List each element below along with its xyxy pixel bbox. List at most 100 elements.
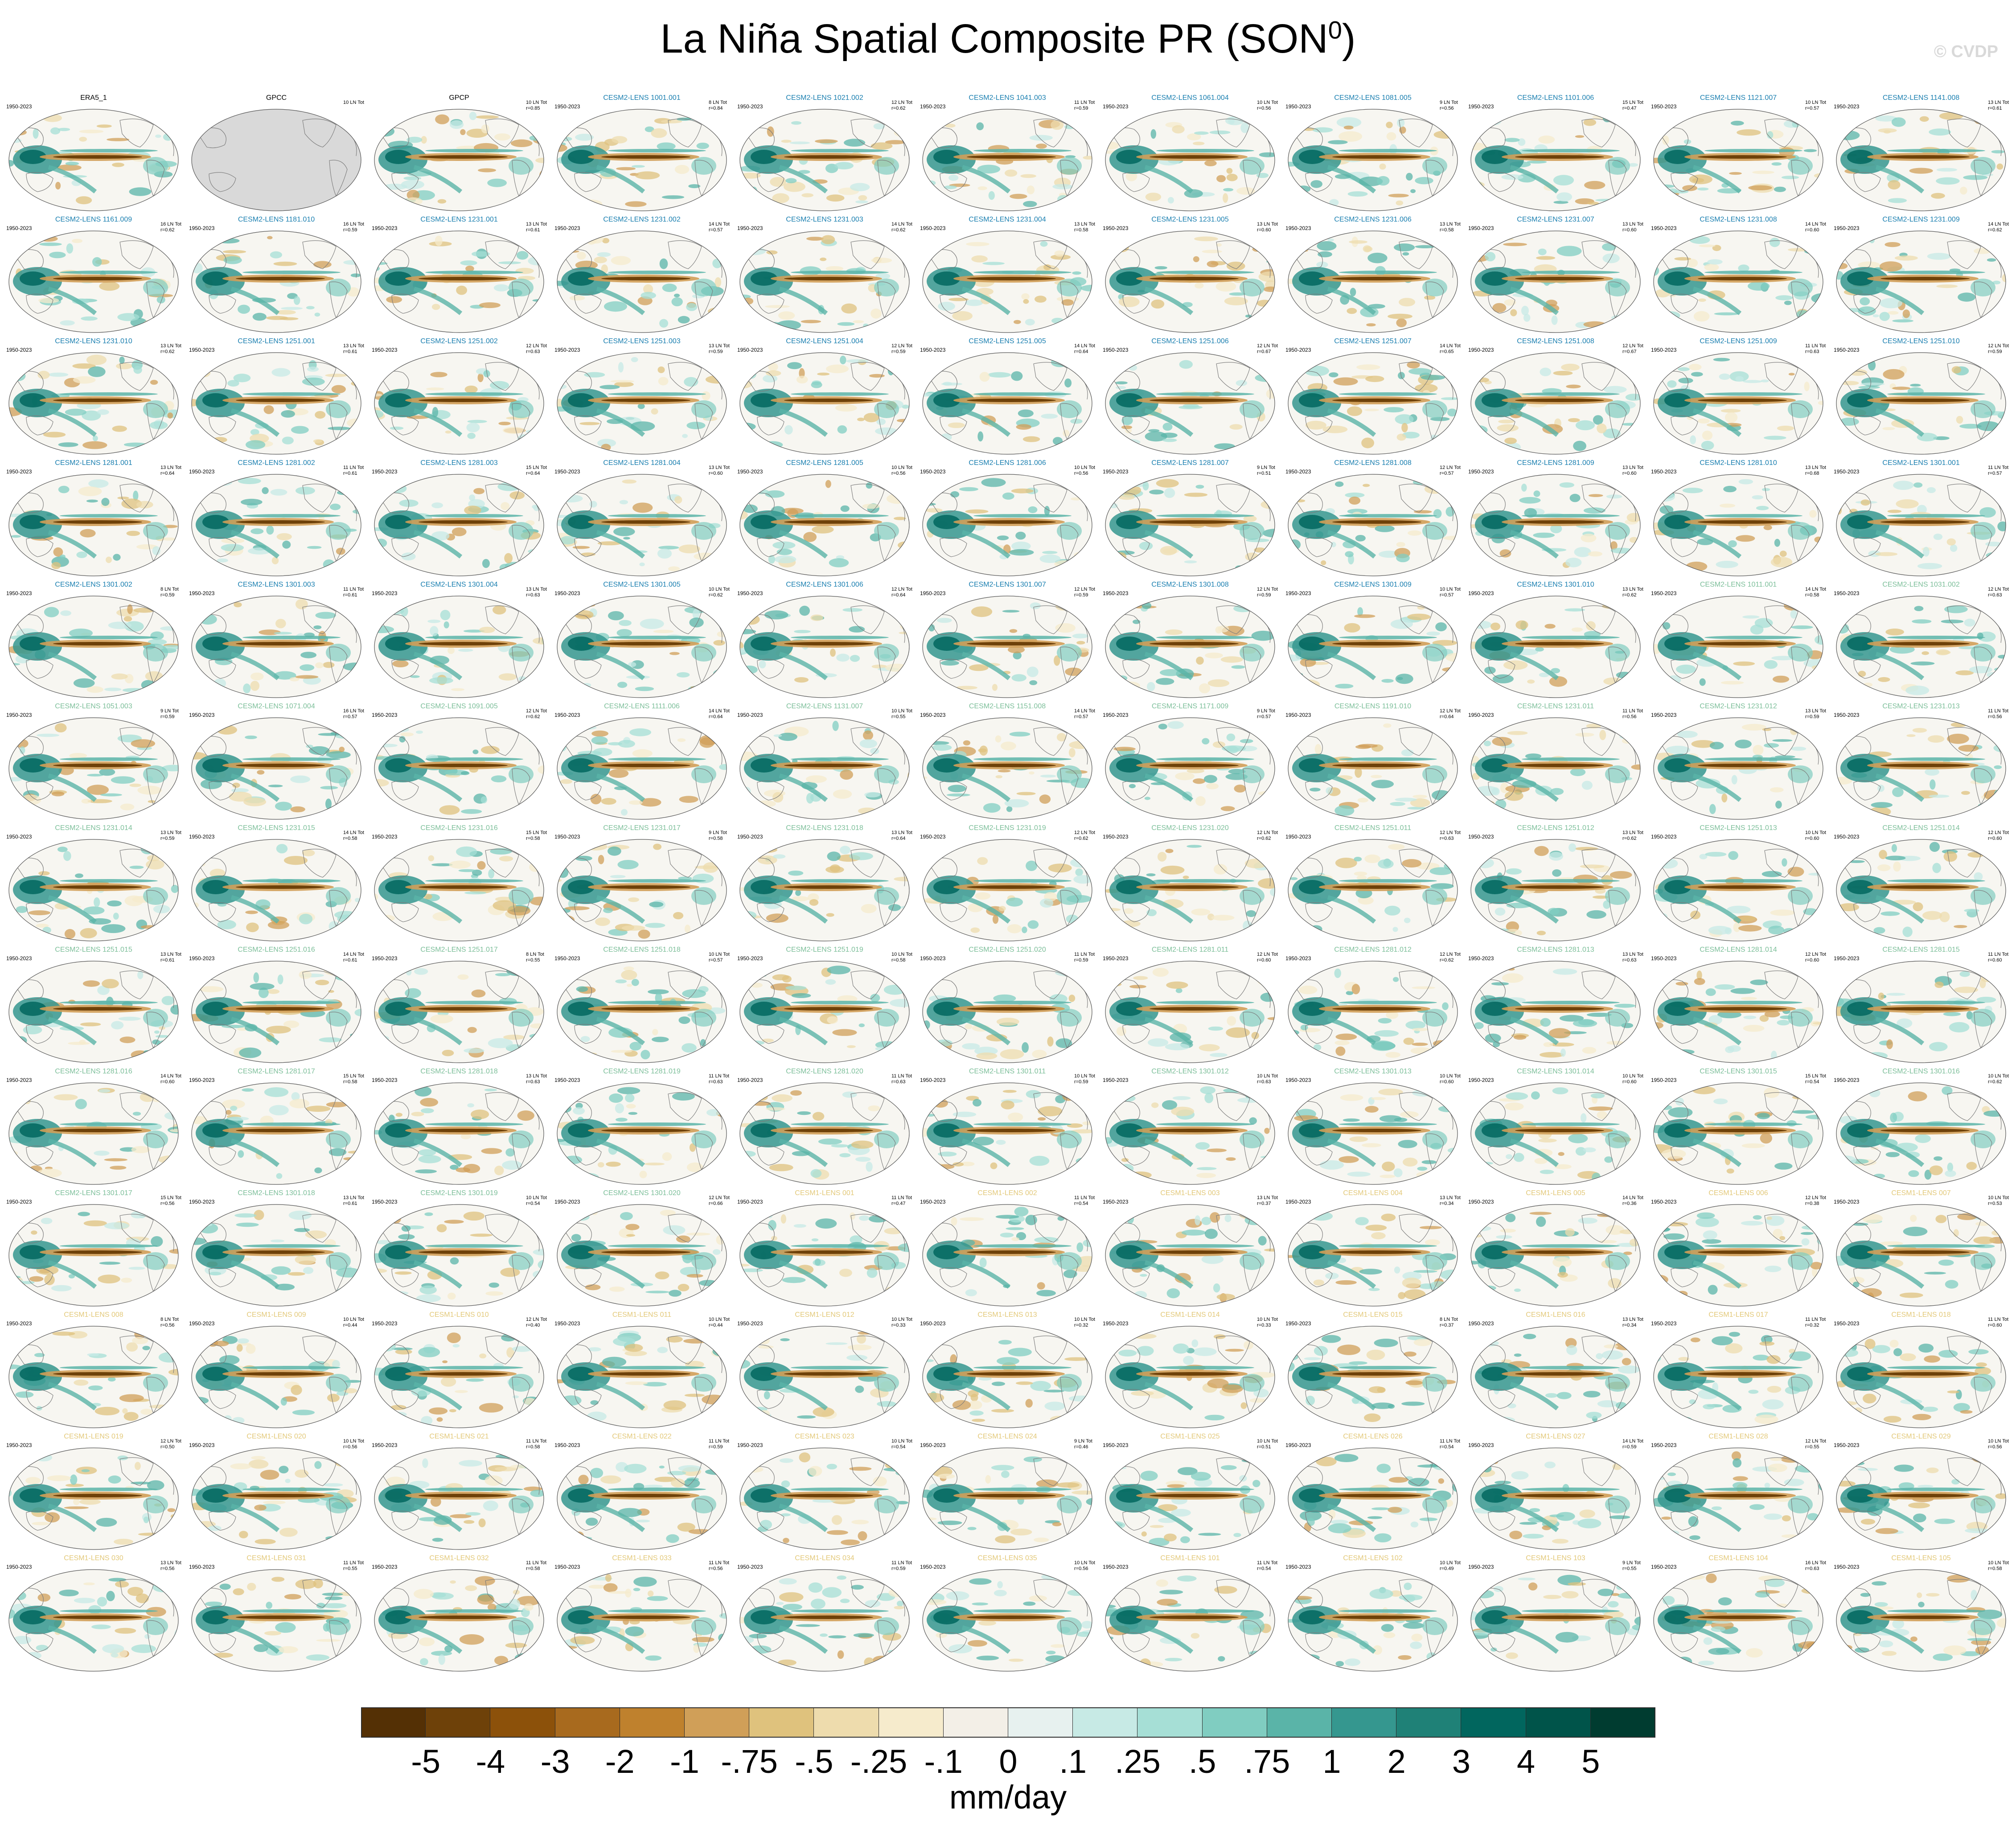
composite-map: [1836, 1326, 2006, 1428]
panel-title: CESM2-LENS 1301.002: [55, 581, 132, 588]
panel-stats: 8 LN Tot r=0.37: [1440, 1317, 1461, 1328]
panel-pattern-correlation: r=0.62: [160, 227, 175, 233]
panel-event-count: 8 LN Tot: [709, 100, 727, 105]
panel-stats: 10 LN Tot r=0.44: [343, 1317, 365, 1328]
panel-pattern-correlation: r=0.63: [1622, 958, 1637, 963]
map-field: [557, 839, 727, 941]
panel-period: 1950-2023: [737, 955, 763, 962]
panel-event-count: 12 LN Tot: [1257, 343, 1278, 349]
panel-stats: 10 LN Tot r=0.56: [343, 1439, 365, 1450]
colorbar-swatch: [1202, 1707, 1267, 1738]
composite-map: [1288, 230, 1458, 333]
composite-map: [922, 839, 1092, 941]
panel-period: 1950-2023: [1468, 955, 1494, 962]
panel-period: 1950-2023: [920, 1320, 946, 1327]
panel-period: 1950-2023: [1834, 712, 1860, 718]
panel-event-count: 11 LN Tot: [1988, 952, 2009, 957]
panel-stats: 13 LN Tot r=0.60: [1622, 465, 1644, 477]
panel-pattern-correlation: r=0.58: [1440, 227, 1454, 233]
panel-period: 1950-2023: [737, 1320, 763, 1327]
map-panel: CESM2-LENS 1251.019 1950-2023 10 LN Tot r=0…: [735, 945, 914, 1067]
map-panel: CESM2-LENS 1301.004 1950-2023 13 LN Tot r=0…: [370, 580, 548, 702]
map-panel: CESM2-LENS 1111.006 1950-2023 14 LN Tot r=0…: [553, 702, 731, 823]
panel-pattern-correlation: r=0.57: [1257, 714, 1271, 719]
map-panel: CESM1-LENS 011 1950-2023 10 LN Tot r=0.44: [553, 1311, 731, 1432]
map-field: [9, 474, 178, 576]
panel-pattern-correlation: r=0.57: [709, 958, 723, 963]
panel-event-count: 10 LN Tot: [526, 1195, 547, 1200]
map-field: [9, 839, 178, 941]
composite-map: [8, 1082, 179, 1185]
map-field: [374, 1204, 544, 1306]
panel-event-count: 12 LN Tot: [891, 343, 912, 349]
map-field: [1288, 596, 1458, 698]
panel-pattern-correlation: r=0.61: [343, 592, 357, 598]
panel-pattern-correlation: r=0.59: [1988, 349, 2002, 354]
panel-stats: 14 LN Tot r=0.64: [1074, 343, 1096, 355]
map-field: [1654, 1326, 1823, 1428]
panel-pattern-correlation: r=0.38: [1805, 1201, 1819, 1206]
panel-title: CESM2-LENS 1231.006: [1334, 216, 1412, 223]
composite-map: [191, 596, 361, 698]
panel-event-count: 13 LN Tot: [1440, 1195, 1461, 1200]
map-panel: CESM2-LENS 1251.018 1950-2023 10 LN Tot r=0…: [553, 945, 731, 1067]
panel-period: 1950-2023: [1651, 1320, 1677, 1327]
panel-period: 1950-2023: [920, 103, 946, 110]
panel-pattern-correlation: r=0.34: [1622, 1323, 1637, 1328]
composite-map: [1470, 230, 1641, 333]
panel-event-count: 12 LN Tot: [891, 587, 912, 592]
composite-map: [739, 109, 910, 211]
map-panel: CESM2-LENS 1281.014 1950-2023 12 LN Tot r=0…: [1649, 945, 1827, 1067]
map-field: [923, 596, 1092, 698]
coastlines: [1477, 240, 1636, 319]
panel-pattern-correlation: r=0.34: [1440, 1201, 1454, 1206]
panel-event-count: 13 LN Tot: [1622, 830, 1643, 835]
panel-title: CESM2-LENS 1281.010: [1700, 459, 1777, 467]
coastlines: [928, 119, 1088, 197]
panel-pattern-correlation: r=0.37: [1440, 1323, 1454, 1328]
panel-event-count: 11 LN Tot: [891, 1195, 912, 1200]
composite-map: [1470, 596, 1641, 698]
panel-period: 1950-2023: [1103, 225, 1129, 231]
panel-period: 1950-2023: [1103, 469, 1129, 475]
map-field: [740, 1083, 909, 1184]
panel-pattern-correlation: r=0.46: [1074, 1444, 1088, 1450]
panel-period: 1950-2023: [1285, 834, 1311, 840]
map-panel: CESM2-LENS 1281.013 1950-2023 13 LN Tot r=0…: [1466, 945, 1645, 1067]
map-panel: CESM2-LENS 1031.002 1950-2023 12 LN Tot r=0…: [1832, 580, 2010, 702]
composite-map: [557, 352, 727, 455]
map-panel: CESM2-LENS 1251.014 1950-2023 12 LN Tot r=0…: [1832, 824, 2010, 945]
map-field: [192, 353, 361, 454]
composite-map: [1836, 352, 2006, 455]
map-panel: CESM1-LENS 019 1950-2023 12 LN Tot r=0.50: [4, 1432, 183, 1554]
panel-period: 1950-2023: [554, 1320, 580, 1327]
map-panel: CESM2-LENS 1251.003 1950-2023 13 LN Tot r=0…: [553, 337, 731, 458]
panel-pattern-correlation: r=0.49: [1440, 1566, 1454, 1571]
panel-title: CESM1-LENS 035: [977, 1554, 1037, 1562]
panel-stats: 11 LN Tot r=0.55: [343, 1560, 365, 1572]
panel-period: 1950-2023: [1468, 347, 1494, 353]
panel-pattern-correlation: r=0.59: [160, 714, 175, 719]
panel-title: CESM2-LENS 1231.011: [1517, 703, 1594, 710]
panel-event-count: 13 LN Tot: [891, 830, 912, 835]
panel-period: 1950-2023: [1651, 590, 1677, 596]
panel-event-count: 11 LN Tot: [709, 1560, 730, 1566]
colorbar-tick-label: .75: [1244, 1743, 1290, 1780]
map-field: [9, 1448, 178, 1550]
composite-map: [374, 1082, 544, 1185]
panel-event-count: 9 LN Tot: [160, 708, 179, 714]
panel-title: CESM2-LENS 1091.005: [420, 703, 498, 710]
panel-stats: 12 LN Tot r=0.55: [1805, 1439, 1827, 1450]
panel-stats: 11 LN Tot r=0.59: [1074, 100, 1096, 111]
composite-map: [922, 717, 1092, 820]
panel-stats: 13 LN Tot r=0.59: [1805, 708, 1827, 720]
panel-event-count: 8 LN Tot: [160, 587, 179, 592]
panel-title: CESM1-LENS 031: [246, 1554, 306, 1562]
panel-period: 1950-2023: [372, 225, 398, 231]
panel-event-count: 12 LN Tot: [1805, 952, 1826, 957]
panel-title: CESM1-LENS 033: [612, 1554, 672, 1562]
panel-period: 1950-2023: [1103, 1077, 1129, 1083]
panel-title: CESM2-LENS 1281.001: [55, 459, 132, 467]
map-panel: CESM1-LENS 024 1950-2023 9 LN Tot r=0.46: [918, 1432, 1096, 1554]
map-panel: CESM1-LENS 022 1950-2023 11 LN Tot r=0.59: [553, 1432, 731, 1554]
